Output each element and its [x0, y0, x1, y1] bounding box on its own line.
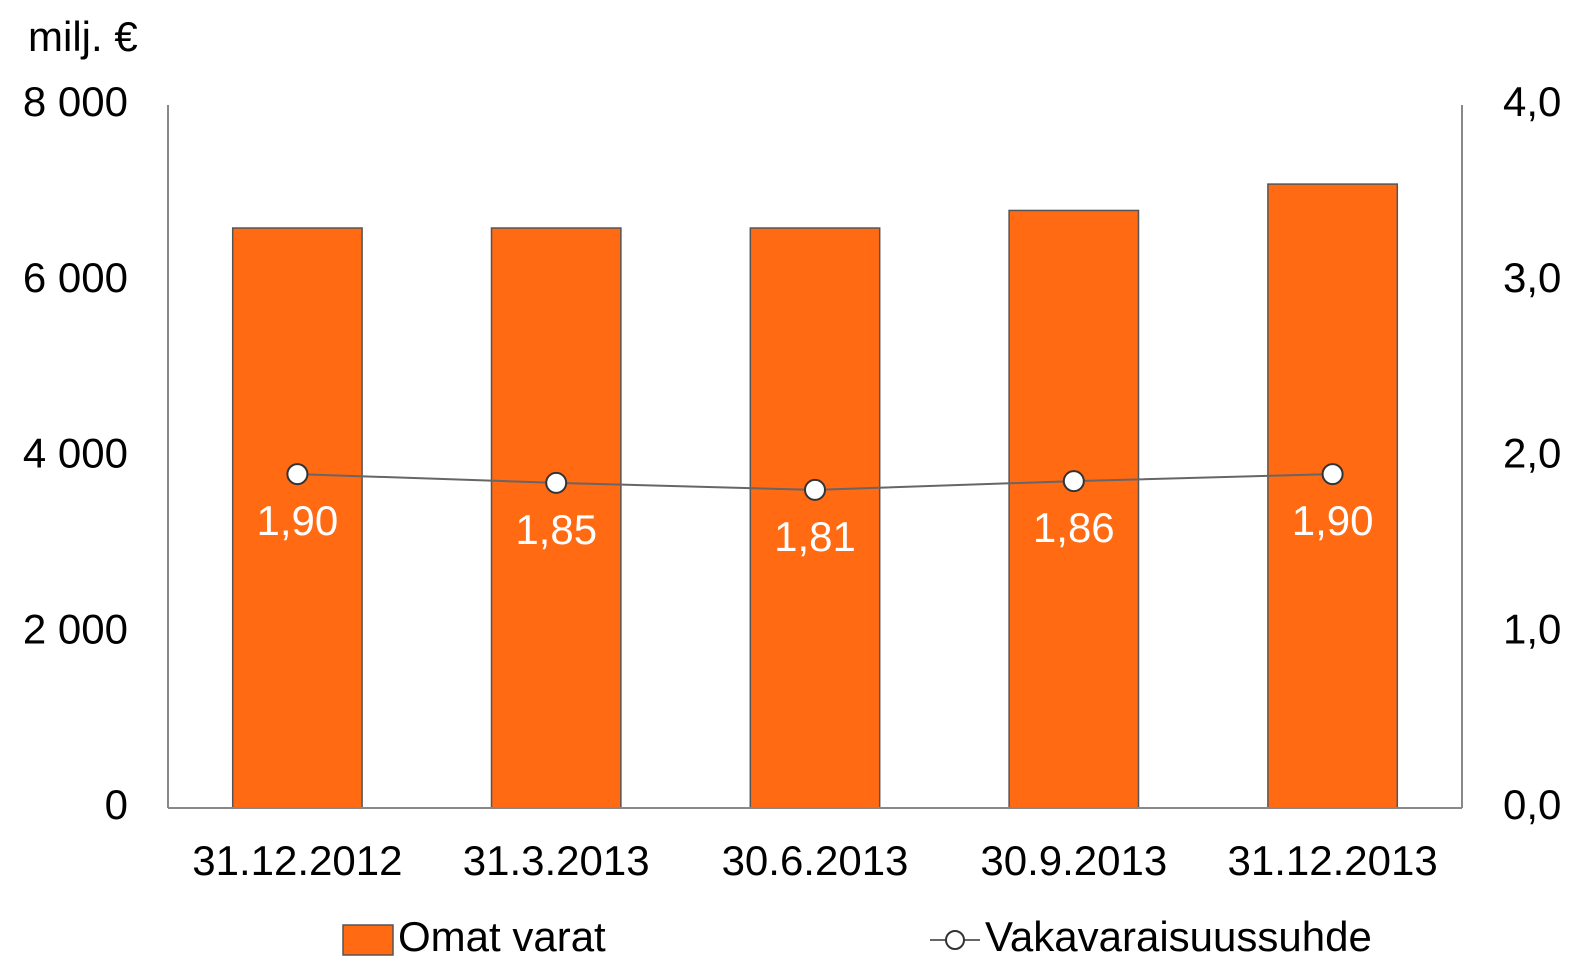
line-marker [1321, 463, 1344, 486]
y2-tick-label: 1,0 [1503, 605, 1561, 652]
line-marker [545, 471, 568, 494]
bar [749, 227, 881, 809]
x-tick-label: 31.12.2012 [192, 837, 402, 884]
x-tick-label: 31.3.2013 [463, 837, 650, 884]
x-tick-label: 30.9.2013 [980, 837, 1167, 884]
x-tick-label: 31.12.2013 [1227, 837, 1437, 884]
legend-marker [945, 930, 965, 950]
y-tick-label: 0 [105, 781, 128, 828]
bar [490, 227, 622, 809]
line-marker [286, 463, 309, 486]
y2-tick-label: 2,0 [1503, 430, 1561, 477]
y-tick-label: 8 000 [23, 78, 128, 125]
legend-label: Vakavaraisuussuhde [985, 913, 1372, 960]
y-axis-title: milj. € [28, 13, 138, 60]
legend-swatch [342, 924, 394, 956]
line-marker [1062, 470, 1085, 493]
line-marker [804, 478, 826, 501]
data-label: 1,81 [774, 513, 856, 560]
data-label: 1,90 [257, 497, 339, 544]
y-tick-label: 4 000 [23, 430, 128, 477]
x-tick-label: 30.6.2013 [722, 837, 909, 884]
y-tick-label: 6 000 [23, 254, 128, 301]
bar [231, 227, 363, 809]
data-label: 1,86 [1033, 504, 1115, 551]
y-tick-label: 2 000 [23, 605, 128, 652]
y2-tick-label: 0,0 [1503, 781, 1561, 828]
data-label: 1,90 [1292, 497, 1374, 544]
legend-label: Omat varat [398, 913, 606, 960]
data-label: 1,85 [515, 506, 597, 553]
bar [1008, 209, 1140, 809]
bar [1267, 183, 1399, 809]
y2-tick-label: 3,0 [1503, 254, 1561, 301]
y2-tick-label: 4,0 [1503, 78, 1561, 125]
